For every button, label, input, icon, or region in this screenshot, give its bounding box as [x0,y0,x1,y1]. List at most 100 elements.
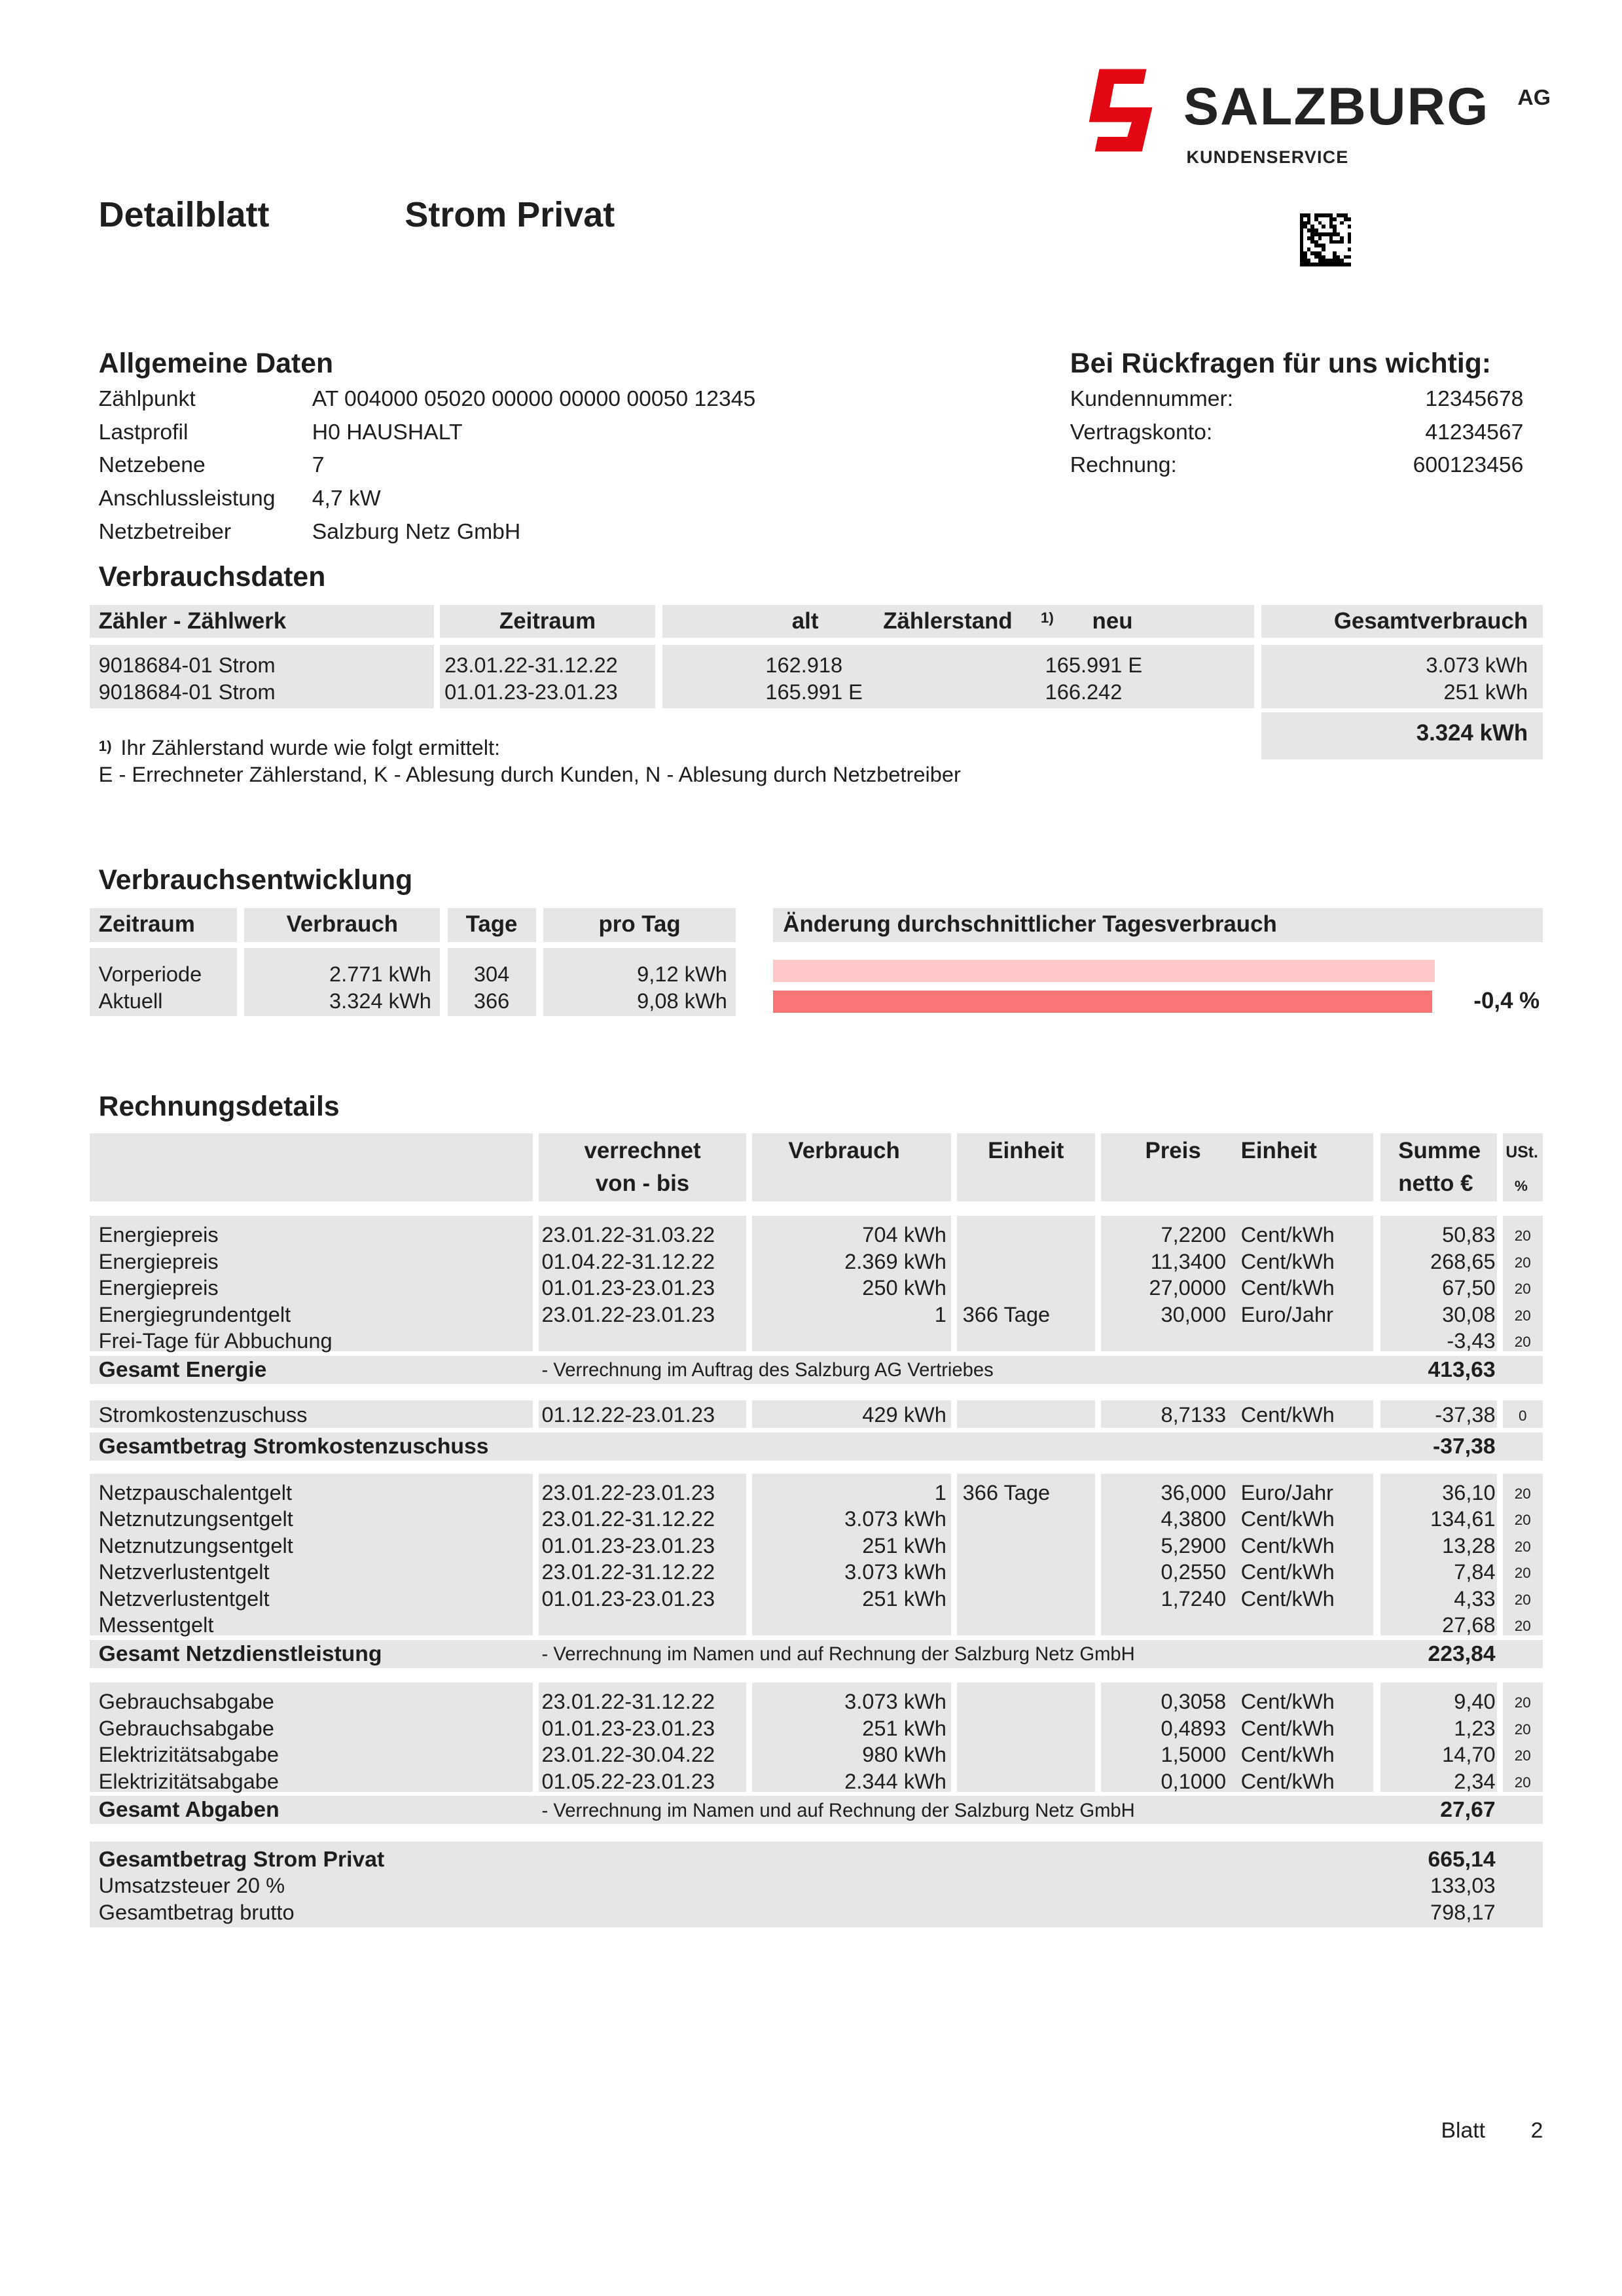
logo-suffix: AG [1517,85,1551,111]
col-verbrauch: Verbrauch [286,911,399,937]
summary-value: 133,03 [1430,1873,1496,1898]
page-number: 2 [1530,2117,1543,2143]
summary-label: Gesamtbetrag Strom Privat [98,1846,385,1872]
neu-cell: 165.991 E [1045,653,1143,678]
cell-background [1502,1683,1543,1792]
consumption-cell: 251 kWh [862,1715,946,1740]
consumption-cell: 980 kWh [862,1742,946,1767]
net-sum-cell: 268,65 [1430,1248,1496,1273]
cell-background [1380,1473,1497,1636]
net-sum-cell: 30,08 [1442,1302,1496,1326]
position-label: Energiegrundentgelt [98,1302,291,1326]
position-label: Netzverlustentgelt [98,1559,270,1584]
period-cell: 23.01.22-23.01.23 [541,1480,715,1504]
price-unit-cell: Cent/kWh [1240,1586,1335,1611]
vat-cell: 20 [1514,1512,1531,1529]
col-einheit2: Einheit [1240,1138,1317,1164]
position-label: Elektrizitätsabgabe [98,1742,279,1767]
zeitraum-cell: Aktuell [98,988,163,1013]
price-unit-cell: Cent/kWh [1240,1533,1335,1558]
cell-background [752,1473,951,1636]
section-total-value: -37,38 [1433,1433,1496,1459]
cell-background [539,1133,747,1201]
cell-background [539,1683,747,1792]
datamatrix-code [1299,213,1352,267]
cell-background [1380,1216,1497,1352]
price-unit-cell: Euro/Jahr [1240,1302,1333,1326]
position-label: Elektrizitätsabgabe [98,1768,279,1793]
field-label: Rechnung: [1070,452,1177,478]
field-label: Zählpunkt [98,386,196,412]
vat-cell: 20 [1514,1334,1531,1351]
col-pro-tag: pro Tag [598,911,681,937]
position-label: Gebrauchsabgabe [98,1715,274,1740]
field-value: Salzburg Netz GmbH [312,519,521,544]
change-percent: -0,4 % [1473,987,1540,1013]
col-zaehlerstand: Zählerstand [883,608,1013,634]
net-sum-cell: 134,61 [1430,1506,1496,1531]
position-label: Netznutzungsentgelt [98,1506,293,1531]
footnote-mark: 1) [98,737,112,754]
field-value: 12345678 [1425,386,1524,412]
position-label: Energiepreis [98,1248,219,1273]
col-von-bis: von - bis [595,1170,690,1196]
net-sum-cell: 50,83 [1442,1222,1496,1247]
price-cell: 0,3058 [1161,1689,1227,1714]
col-zaehler: Zähler - Zählwerk [98,608,287,634]
net-sum-cell: 36,10 [1442,1480,1496,1504]
col-gesamtverbrauch: Gesamtverbrauch [1333,608,1528,634]
field-label: Vertragskonto: [1070,419,1213,445]
period-cell: 01.01.23-23.01.23 [541,1586,715,1611]
price-unit-cell: Cent/kWh [1240,1768,1335,1793]
consumption-cell: 1 [934,1480,946,1504]
cell-background [1502,1216,1543,1352]
total-row-background [90,1356,1543,1384]
position-label: Messentgelt [98,1613,214,1637]
price-unit-cell: Cent/kWh [1240,1559,1335,1584]
vat-cell: 0 [1519,1407,1527,1424]
period-cell: 01.05.22-23.01.23 [541,1768,715,1793]
net-sum-cell: 1,23 [1454,1715,1496,1740]
verbrauch-total: 3.324 kWh [1416,720,1528,746]
period-cell: 01.01.23-23.01.23 [541,1715,715,1740]
rechnungsdetails-heading: Rechnungsdetails [98,1091,340,1123]
period-cell: 01.01.23-23.01.23 [541,1275,715,1300]
consumption-bar [772,991,1433,1013]
price-cell: 7,2200 [1161,1222,1227,1247]
period-cell: 01.01.23-23.01.23 [541,1533,715,1558]
position-label: Netznutzungsentgelt [98,1533,293,1558]
section-total-value: 223,84 [1428,1641,1496,1667]
field-label: Kundennummer: [1070,386,1234,412]
pro-tag-cell: 9,12 kWh [637,962,727,987]
cell-background [1502,1473,1543,1636]
vat-cell: 20 [1514,1618,1531,1635]
net-sum-cell: -37,38 [1435,1402,1496,1427]
consumption-cell: 3.073 kWh [844,1506,946,1531]
vat-cell: 20 [1514,1774,1531,1791]
page-subtitle: Strom Privat [405,194,615,234]
vat-cell: 20 [1514,1281,1531,1298]
logo-subtitle: KUNDENSERVICE [1186,147,1349,167]
consumption-cell: 250 kWh [862,1275,946,1300]
price-unit-cell: Cent/kWh [1240,1506,1335,1531]
net-sum-cell: 14,70 [1442,1742,1496,1767]
cell-background [1101,1216,1374,1352]
position-label: Frei-Tage für Abbuchung [98,1328,333,1353]
position-label: Energiepreis [98,1222,219,1247]
period-cell: 01.12.22-23.01.23 [541,1402,715,1427]
price-cell: 27,0000 [1149,1275,1227,1300]
col-ust-pct: % [1514,1177,1528,1194]
cell-background [1502,1400,1543,1429]
price-unit-cell: Cent/kWh [1240,1689,1335,1714]
zaehler-cell: 9018684-01 Strom [98,653,276,678]
vat-cell: 20 [1514,1747,1531,1764]
period-cell: 23.01.22-31.12.22 [541,1689,715,1714]
zeitraum-cell: 01.01.23-23.01.23 [444,679,618,704]
total-row-background [90,1432,1543,1461]
cell-background [539,1400,747,1429]
field-value: 7 [312,452,325,478]
cell-background [90,1683,533,1792]
field-label: Lastprofil [98,419,189,445]
price-unit-cell: Cent/kWh [1240,1715,1335,1740]
field-value: AT 004000 05020 00000 00000 00050 12345 [312,386,756,412]
